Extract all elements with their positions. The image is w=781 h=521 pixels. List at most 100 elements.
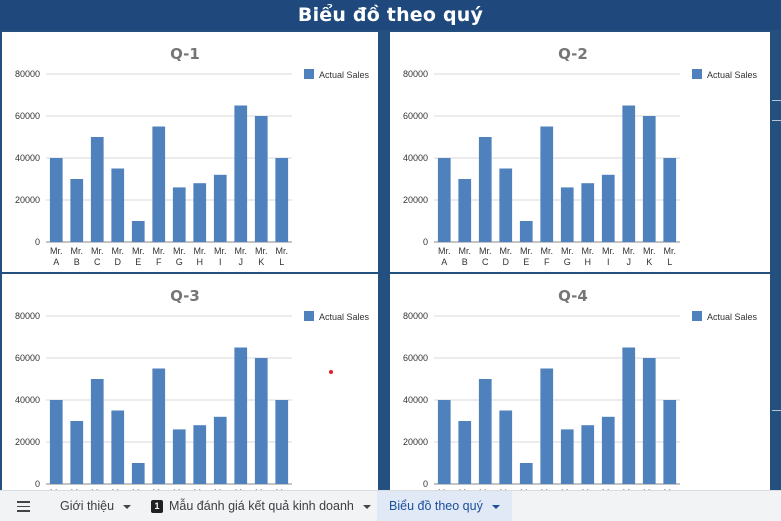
chevron-down-icon[interactable] — [362, 504, 371, 509]
y-tick-label: 60000 — [15, 111, 40, 121]
all-sheets-menu-icon[interactable] — [12, 497, 36, 515]
y-tick-label: 60000 — [403, 111, 428, 121]
x-tick-label: Mr. — [214, 246, 227, 256]
x-tick-label: Mr. — [664, 246, 677, 256]
chevron-down-icon[interactable] — [123, 504, 132, 509]
x-tick-label: Mr. — [71, 246, 84, 256]
tab-bieu-do-theo-quy[interactable]: Biểu đồ theo quý — [377, 491, 512, 521]
x-tick-label: Mr. — [582, 246, 595, 256]
x-tick-label: C — [94, 257, 101, 267]
x-tick-label: Mr. — [194, 246, 207, 256]
x-tick-label: Mr. — [112, 246, 125, 256]
y-tick-label: 60000 — [403, 353, 428, 363]
bar — [540, 368, 554, 484]
bar — [254, 358, 268, 484]
bar — [193, 425, 207, 484]
chevron-down-icon[interactable] — [491, 504, 500, 509]
tab-gioi-thieu[interactable]: Giới thiệu — [48, 491, 143, 521]
y-tick-label: 40000 — [403, 153, 428, 163]
chart-title: Q-2 — [558, 45, 588, 63]
x-tick-label: F — [544, 257, 550, 267]
x-tick-label: I — [607, 257, 610, 267]
x-tick-label: L — [279, 257, 284, 267]
legend-label: Actual Sales — [707, 312, 758, 322]
bar — [49, 400, 63, 484]
chart-svg: Q-3020000400006000080000Mr.AMr.BMr.CMr.D… — [15, 287, 370, 490]
x-tick-label: Mr. — [438, 488, 451, 490]
bar — [458, 179, 472, 242]
x-tick-label: K — [258, 257, 264, 267]
y-tick-label: 0 — [35, 479, 40, 489]
x-tick-label: Mr. — [235, 246, 248, 256]
x-tick-label: Mr. — [520, 246, 533, 256]
x-tick-label: Mr. — [479, 488, 492, 490]
bar — [437, 400, 451, 484]
bar — [499, 410, 513, 484]
x-tick-label: A — [53, 257, 59, 267]
y-tick-label: 60000 — [15, 353, 40, 363]
x-tick-label: Mr. — [214, 488, 227, 490]
chart-q2[interactable]: Q-2 0 20000 40000 60000 80000 Mr. A Mr. B Mr. C Mr. D… — [390, 32, 770, 272]
bar — [131, 463, 145, 484]
x-tick-label: B — [462, 257, 468, 267]
x-tick-label: Mr. — [582, 488, 595, 490]
sheet-badge: 1 — [151, 500, 163, 514]
bar — [213, 416, 227, 484]
x-tick-label: Mr. — [438, 246, 451, 256]
bar — [663, 158, 677, 242]
chart-q1[interactable]: Q-1 0 20000 40000 60000 80000 Mr. A Mr. B Mr. C Mr. D… — [2, 32, 378, 272]
tab-label: Giới thiệu — [60, 499, 115, 513]
bar — [70, 421, 84, 484]
bar — [458, 421, 472, 484]
bar — [519, 463, 533, 484]
x-tick-label: F — [156, 257, 162, 267]
chart-svg: Q-1020000400006000080000Mr.AMr.BMr.CMr.D… — [15, 45, 370, 267]
bar — [478, 137, 492, 242]
chart-q4[interactable]: Q-4020000400006000080000Mr.AMr.BMr.CMr.D… — [390, 274, 770, 490]
x-tick-label: G — [176, 257, 183, 267]
x-tick-label: Mr. — [50, 488, 63, 490]
chart-title: Q-1 — [170, 45, 200, 63]
x-tick-label: H — [197, 257, 204, 267]
bar — [663, 400, 677, 484]
chart-title: Q-4 — [558, 287, 588, 305]
x-tick-label: Mr. — [561, 246, 574, 256]
bar — [275, 158, 289, 242]
y-tick-label: 0 — [423, 479, 428, 489]
x-tick-label: A — [441, 257, 447, 267]
y-tick-label: 80000 — [403, 311, 428, 321]
x-tick-label: Mr. — [500, 488, 513, 490]
x-tick-label: Mr. — [173, 246, 186, 256]
x-tick-label: D — [503, 257, 510, 267]
sheet-tab-bar: Giới thiệu 1 Mẫu đánh giá kết quả kinh do… — [0, 490, 781, 521]
spreadsheet-grid[interactable]: Biểu đồ theo quý Q-1 0 20000 40000 60000 8000… — [0, 0, 781, 490]
x-tick-label: Mr. — [255, 488, 268, 490]
bar — [172, 187, 186, 242]
bar — [437, 158, 451, 242]
tab-mau-danh-gia[interactable]: 1 Mẫu đánh giá kết quả kinh doanh — [139, 491, 383, 521]
legend-swatch — [304, 311, 314, 321]
x-tick-label: Mr. — [459, 488, 472, 490]
bar — [152, 126, 166, 242]
bar — [254, 116, 268, 242]
bar — [642, 116, 656, 242]
x-tick-label: Mr. — [153, 488, 166, 490]
bar — [642, 358, 656, 484]
x-tick-label: E — [523, 257, 529, 267]
x-tick-label: Mr. — [561, 488, 574, 490]
cursor-marker — [329, 370, 333, 374]
y-tick-label: 40000 — [403, 395, 428, 405]
y-tick-label: 20000 — [15, 437, 40, 447]
bar — [560, 187, 574, 242]
y-tick-label: 80000 — [403, 69, 428, 79]
x-tick-label: Mr. — [500, 246, 513, 256]
x-tick-label: Mr. — [132, 246, 145, 256]
chart-q3[interactable]: Q-3020000400006000080000Mr.AMr.BMr.CMr.D… — [2, 274, 378, 490]
chart-title: Q-3 — [170, 287, 200, 305]
bar — [622, 105, 636, 242]
bar — [172, 429, 186, 484]
bar — [70, 179, 84, 242]
legend-swatch — [692, 311, 702, 321]
x-tick-label: Mr. — [520, 488, 533, 490]
bar — [90, 137, 104, 242]
